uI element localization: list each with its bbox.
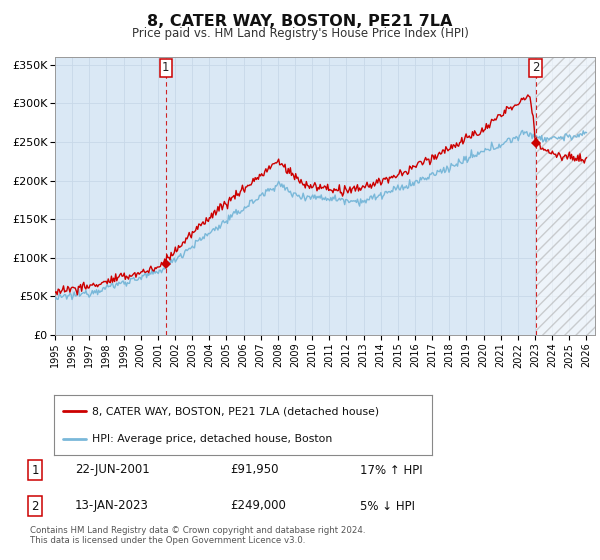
Text: 1: 1 bbox=[162, 61, 170, 74]
Bar bbox=[536, 57, 595, 335]
Text: HPI: Average price, detached house, Boston: HPI: Average price, detached house, Bost… bbox=[92, 434, 332, 444]
Text: 2: 2 bbox=[532, 61, 539, 74]
Text: 2: 2 bbox=[31, 500, 39, 512]
Text: This data is licensed under the Open Government Licence v3.0.: This data is licensed under the Open Gov… bbox=[30, 536, 305, 545]
Text: 1: 1 bbox=[31, 464, 39, 477]
Text: 8, CATER WAY, BOSTON, PE21 7LA: 8, CATER WAY, BOSTON, PE21 7LA bbox=[148, 14, 452, 29]
Text: 8, CATER WAY, BOSTON, PE21 7LA (detached house): 8, CATER WAY, BOSTON, PE21 7LA (detached… bbox=[92, 406, 379, 416]
Text: 22-JUN-2001: 22-JUN-2001 bbox=[75, 464, 150, 477]
Text: 5% ↓ HPI: 5% ↓ HPI bbox=[360, 500, 415, 512]
Text: £91,950: £91,950 bbox=[230, 464, 278, 477]
Text: £249,000: £249,000 bbox=[230, 500, 286, 512]
Text: Price paid vs. HM Land Registry's House Price Index (HPI): Price paid vs. HM Land Registry's House … bbox=[131, 27, 469, 40]
Text: 17% ↑ HPI: 17% ↑ HPI bbox=[360, 464, 422, 477]
Text: 13-JAN-2023: 13-JAN-2023 bbox=[75, 500, 149, 512]
Text: Contains HM Land Registry data © Crown copyright and database right 2024.: Contains HM Land Registry data © Crown c… bbox=[30, 526, 365, 535]
